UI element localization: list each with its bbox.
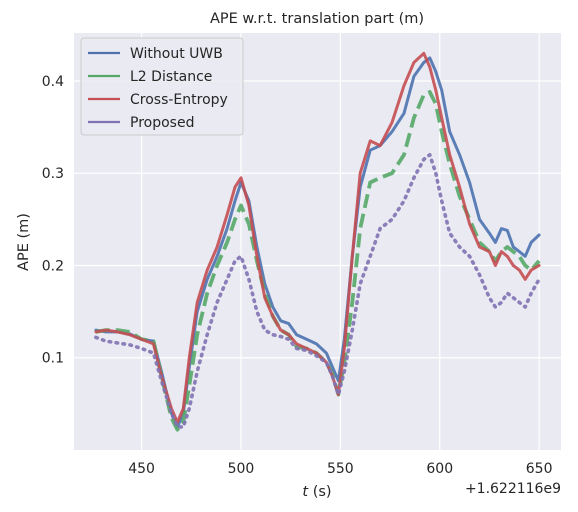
chart-title: APE w.r.t. translation part (m) [210, 11, 424, 27]
series-line-without-uwb [94, 56, 541, 429]
y-tick-label: 0.2 [42, 258, 64, 274]
y-tick-label: 0.4 [42, 74, 64, 90]
x-tick-label: 500 [228, 461, 255, 477]
series-line-proposed [94, 153, 541, 429]
y-tick-label: 0.3 [42, 166, 64, 182]
legend-label: Cross-Entropy [130, 92, 228, 108]
y-tick-labels: 0.1 0.2 0.3 0.4 [42, 74, 64, 367]
x-tick-label: 450 [128, 461, 155, 477]
x-axis-offset-text: +1.622116e9 [465, 481, 561, 497]
x-axis-label-italic: t [302, 484, 309, 500]
x-tick-label: 550 [327, 461, 354, 477]
legend: Without UWB L2 Distance Cross-Entropy Propo… [80, 37, 244, 136]
legend-label: L2 Distance [130, 69, 212, 85]
x-tick-label: 650 [526, 461, 553, 477]
legend-frame [80, 37, 244, 136]
y-axis-label: APE (m) [16, 213, 32, 271]
x-axis-label: t (s) [302, 484, 331, 500]
x-tick-label: 600 [426, 461, 453, 477]
legend-label: Without UWB [130, 46, 223, 62]
series-layer [94, 51, 541, 432]
x-tick-labels: 450 500 550 600 650 [128, 461, 552, 477]
y-tick-label: 0.1 [42, 351, 64, 367]
x-axis-label-rest: (s) [308, 484, 331, 500]
legend-label: Proposed [130, 115, 194, 131]
